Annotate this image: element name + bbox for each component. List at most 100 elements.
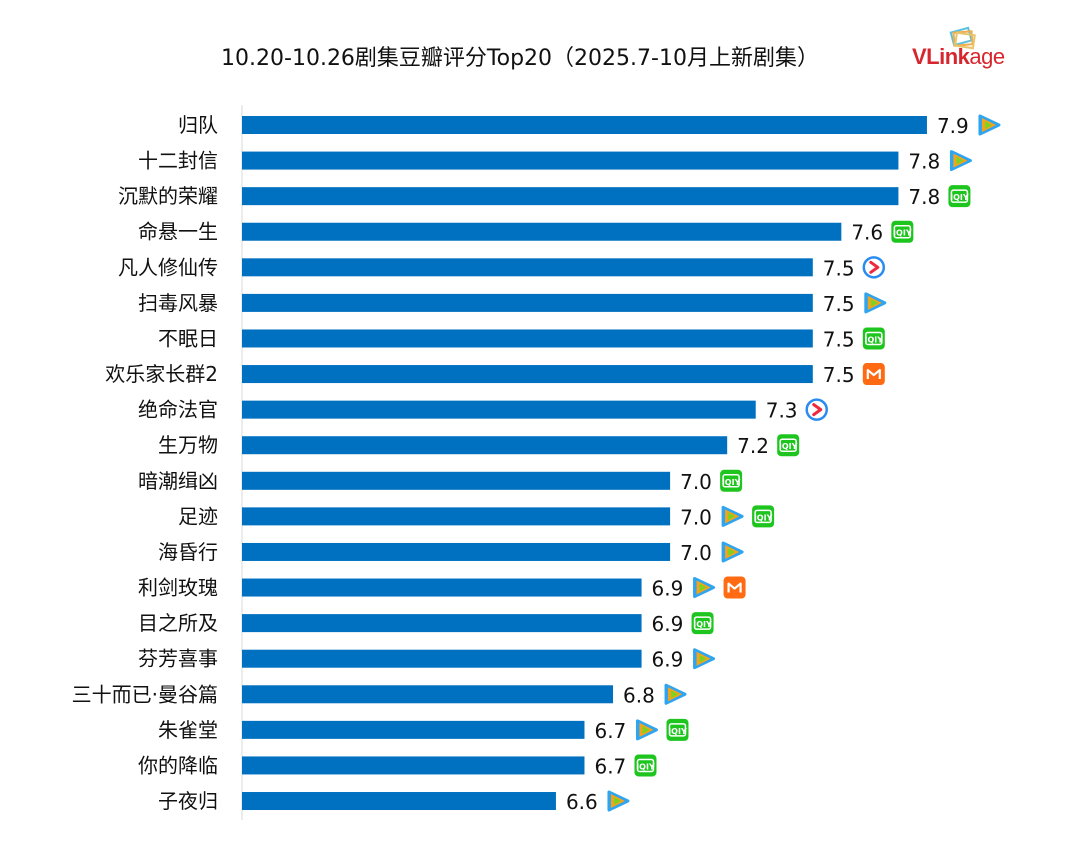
- tencent-video-icon: [721, 505, 744, 527]
- bar: [242, 578, 642, 597]
- svg-text:IQIY: IQIY: [693, 620, 712, 629]
- tencent-video-icon: [864, 292, 887, 314]
- bar: [242, 151, 899, 170]
- data-label: 6.6: [566, 790, 598, 814]
- data-label: 7.3: [766, 399, 798, 423]
- category-label: 扫毒风暴: [138, 291, 218, 315]
- bar-row: 十二封信 7.8: [138, 149, 940, 174]
- bar: [242, 293, 813, 312]
- category-label: 命悬一生: [138, 220, 218, 244]
- bar: [242, 258, 813, 277]
- svg-text:IQIY: IQIY: [722, 478, 741, 487]
- tencent-video-icon: [607, 790, 630, 812]
- bar-row: 三十而已·曼谷篇 6.8: [72, 682, 655, 707]
- logo-frames-icon: [949, 26, 976, 50]
- bar: [242, 471, 671, 490]
- category-label: 十二封信: [138, 149, 218, 173]
- data-label: 7.5: [823, 327, 855, 351]
- bar-row: 沉默的荣耀 7.8: [118, 184, 940, 209]
- iqiyi-icon: IQIY: [634, 754, 657, 777]
- tencent-video-icon: [721, 541, 744, 563]
- category-label: 你的降临: [138, 753, 218, 777]
- bar-row: 不眠日 7.5: [158, 326, 855, 351]
- bar: [242, 222, 842, 241]
- bar-row: 命悬一生 7.6: [138, 220, 883, 245]
- bar-row: 凡人修仙传 7.5: [118, 255, 855, 280]
- bar-row: 扫毒风暴 7.5: [138, 291, 855, 316]
- bar-row: 利剑玫瑰 6.9: [138, 576, 683, 601]
- bar-row: 生万物 7.2: [158, 433, 769, 458]
- svg-text:IQIY: IQIY: [950, 193, 969, 202]
- mango-tv-icon: [862, 363, 885, 386]
- category-label: 朱雀堂: [158, 718, 218, 742]
- data-label: 6.7: [594, 719, 626, 743]
- bar: [242, 542, 671, 561]
- bar: [242, 614, 642, 633]
- iqiyi-icon: IQIY: [948, 185, 971, 208]
- category-label: 足迹: [178, 504, 218, 528]
- category-label: 绝命法官: [138, 398, 218, 422]
- data-label: 7.2: [737, 434, 769, 458]
- bar: [242, 400, 756, 419]
- iqiyi-icon: IQIY: [666, 718, 689, 741]
- data-label: 7.0: [680, 541, 712, 565]
- bar-row: 你的降临 6.7: [138, 753, 626, 778]
- data-label: 6.9: [652, 648, 684, 672]
- tencent-video-icon: [693, 648, 716, 670]
- category-label: 芬芳喜事: [138, 647, 218, 671]
- bar: [242, 329, 813, 348]
- data-label: 6.7: [594, 754, 626, 778]
- bar-row: 暗潮缉凶 7.0: [138, 469, 712, 494]
- data-label: 6.8: [623, 683, 655, 707]
- tencent-video-icon: [635, 719, 658, 741]
- bar-row: 归队 7.9: [178, 113, 969, 138]
- category-label: 不眠日: [158, 326, 218, 350]
- data-label: 6.9: [652, 577, 684, 601]
- data-label: 7.8: [908, 185, 940, 209]
- data-label: 7.8: [908, 150, 940, 174]
- svg-text:IQIY: IQIY: [754, 513, 773, 522]
- bar-row: 朱雀堂 6.7: [158, 718, 626, 743]
- category-label: 生万物: [158, 433, 218, 457]
- category-label: 三十而已·曼谷篇: [72, 682, 218, 706]
- data-label: 7.6: [851, 221, 883, 245]
- tencent-video-icon: [664, 683, 687, 705]
- data-label: 7.9: [937, 114, 969, 138]
- svg-text:IQIY: IQIY: [865, 335, 884, 344]
- category-label: 沉默的荣耀: [118, 184, 218, 208]
- svg-text:IQIY: IQIY: [893, 229, 912, 238]
- bar-row: 海昏行 7.0: [158, 540, 712, 565]
- bar-row: 目之所及 6.9: [138, 611, 683, 636]
- iqiyi-icon: IQIY: [691, 612, 714, 635]
- tencent-video-icon: [978, 114, 1001, 136]
- svg-text:IQIY: IQIY: [779, 442, 798, 451]
- data-label: 7.5: [823, 256, 855, 280]
- iqiyi-icon: IQIY: [720, 469, 743, 492]
- bar: [242, 365, 813, 384]
- svg-text:IQIY: IQIY: [668, 727, 687, 736]
- bar: [242, 507, 671, 526]
- bar: [242, 187, 899, 206]
- bar-row: 欢乐家长群2 7.5: [105, 362, 854, 387]
- chart-title: 10.20-10.26剧集豆瓣评分Top20（2025.7-10月上新剧集）: [221, 46, 819, 71]
- data-label: 7.0: [680, 470, 712, 494]
- bar-row: 子夜归 6.6: [158, 789, 598, 814]
- bar-row: 芬芳喜事 6.9: [138, 647, 683, 672]
- bar: [242, 685, 614, 704]
- category-label: 目之所及: [138, 611, 218, 635]
- category-label: 子夜归: [158, 789, 218, 813]
- category-label: 利剑玫瑰: [138, 576, 218, 600]
- bar: [242, 756, 585, 775]
- category-label: 归队: [178, 113, 218, 137]
- mango-tv-icon: [723, 576, 746, 599]
- bar: [242, 649, 642, 668]
- category-label: 凡人修仙传: [118, 255, 218, 279]
- youku-icon: [862, 256, 886, 279]
- bar: [242, 720, 585, 739]
- data-label: 7.0: [680, 505, 712, 529]
- data-label: 7.5: [823, 292, 855, 316]
- bar: [242, 116, 927, 134]
- category-label: 暗潮缉凶: [138, 469, 218, 493]
